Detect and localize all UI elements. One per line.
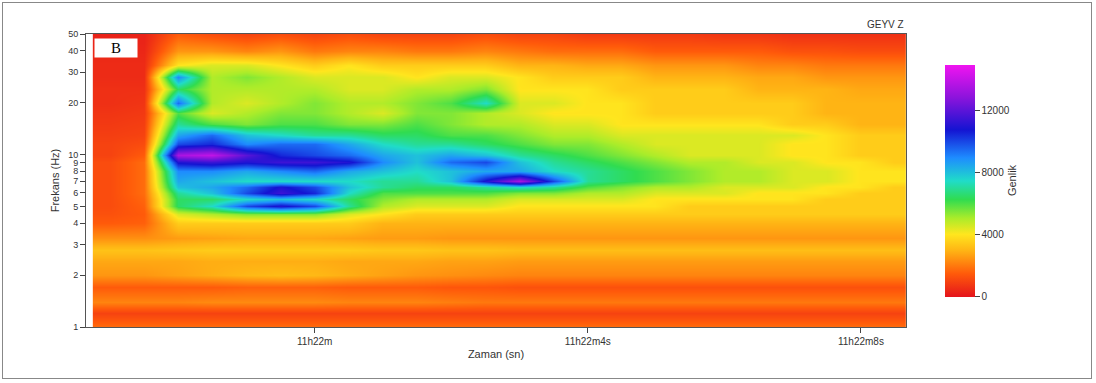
svg-text:Zaman (sn): Zaman (sn) <box>468 348 524 360</box>
svg-text:Frekans (Hz): Frekans (Hz) <box>49 149 61 213</box>
svg-text:9: 9 <box>73 158 78 168</box>
svg-text:5: 5 <box>73 202 78 212</box>
svg-text:3: 3 <box>73 240 78 250</box>
svg-text:7: 7 <box>73 176 78 186</box>
svg-text:B: B <box>111 40 121 56</box>
svg-text:12000: 12000 <box>982 105 1010 116</box>
svg-text:10: 10 <box>68 150 78 160</box>
svg-text:1: 1 <box>73 322 78 332</box>
svg-text:4: 4 <box>73 218 78 228</box>
svg-text:4000: 4000 <box>982 229 1005 240</box>
svg-text:0: 0 <box>982 291 988 302</box>
svg-text:11h22m8s: 11h22m8s <box>838 336 884 347</box>
svg-text:2: 2 <box>73 270 78 280</box>
svg-text:50: 50 <box>68 29 78 39</box>
svg-text:GEYV Z: GEYV Z <box>867 19 904 30</box>
svg-text:11h22m: 11h22m <box>297 336 332 347</box>
svg-text:30: 30 <box>68 67 78 77</box>
svg-text:20: 20 <box>68 98 78 108</box>
svg-text:Genlik: Genlik <box>1006 164 1018 196</box>
svg-text:11h22m4s: 11h22m4s <box>565 336 611 347</box>
svg-text:6: 6 <box>73 188 78 198</box>
svg-text:8: 8 <box>73 166 78 176</box>
svg-text:8000: 8000 <box>982 167 1005 178</box>
svg-text:40: 40 <box>68 46 78 56</box>
